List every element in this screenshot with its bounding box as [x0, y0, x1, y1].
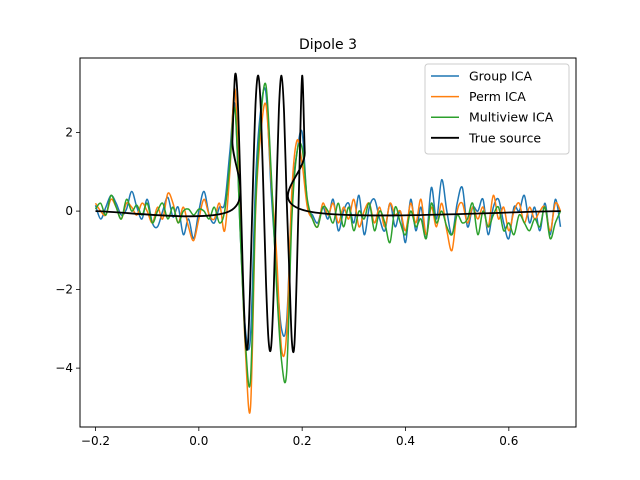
x-tick-label: 0.2 — [293, 434, 312, 448]
plot-lines — [94, 72, 562, 414]
plot-frame — [79, 57, 577, 428]
series-line-2 — [94, 82, 562, 388]
x-tick-label: 0.0 — [189, 434, 208, 448]
y-tick-label: −2 — [55, 283, 73, 297]
y-tick-label: 0 — [65, 204, 73, 218]
x-tick-label: 0.6 — [499, 434, 518, 448]
legend-box — [424, 63, 570, 155]
y-tick-label: −4 — [55, 361, 73, 375]
legend-label: Perm ICA — [469, 89, 526, 104]
legend-label: Group ICA — [469, 69, 532, 84]
x-tick-label: −0.2 — [81, 434, 110, 448]
legend-label: Multiview ICA — [469, 110, 554, 125]
series-line-3 — [95, 72, 561, 353]
chart-title: Dipole 3 — [299, 37, 357, 53]
x-tick-label: 0.4 — [396, 434, 415, 448]
y-axis-ticks: −4 −2 0 2 — [55, 126, 80, 375]
x-axis-ticks: −0.2 0.0 0.2 0.4 0.6 — [81, 427, 518, 448]
legend: Group ICA Perm ICA Multiview ICA True sourc… — [424, 63, 570, 155]
legend-label: True source — [468, 130, 541, 145]
y-tick-label: 2 — [65, 126, 73, 140]
